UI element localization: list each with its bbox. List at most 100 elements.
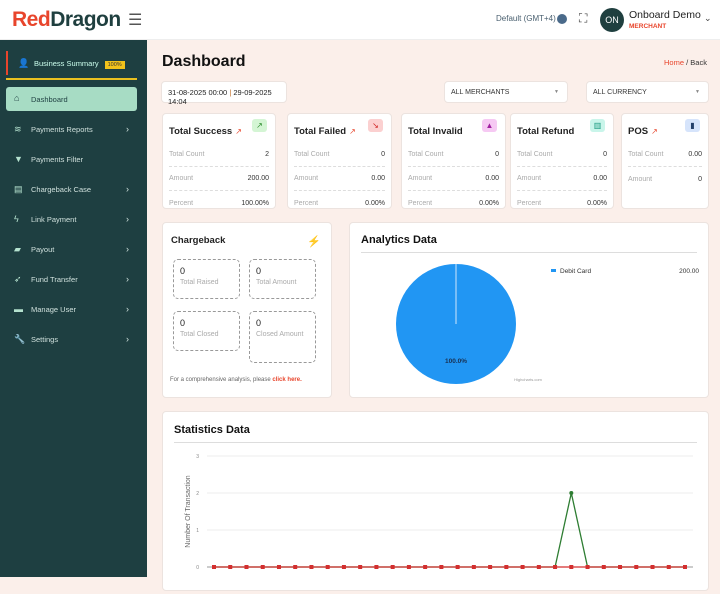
row-value: 0.00 bbox=[593, 175, 607, 182]
sidebar-item-settings[interactable]: 🔧 Settings › bbox=[0, 334, 147, 358]
stat-value: 0 bbox=[180, 266, 186, 276]
sidebar-item-fund-transfer[interactable]: ➶ Fund Transfer › bbox=[0, 274, 147, 298]
data-point[interactable] bbox=[455, 565, 460, 569]
caret-down-icon: ▼ bbox=[695, 89, 700, 95]
sidebar-item-dashboard[interactable]: ⌂ Dashboard bbox=[6, 87, 137, 111]
date-separator: | bbox=[229, 88, 232, 97]
sidebar-item-label: Link Payment bbox=[31, 215, 77, 224]
data-point[interactable] bbox=[569, 491, 574, 495]
row-value: 0.00% bbox=[479, 199, 499, 207]
chevron-right-icon: › bbox=[126, 214, 129, 224]
data-point[interactable] bbox=[650, 565, 655, 569]
data-point[interactable] bbox=[260, 565, 265, 569]
data-point[interactable] bbox=[341, 565, 346, 569]
row-label: Amount bbox=[628, 175, 653, 183]
data-point[interactable] bbox=[618, 565, 623, 569]
row-label: Percent bbox=[408, 199, 433, 207]
sidebar-item-link-payment[interactable]: ϟ Link Payment › bbox=[0, 214, 147, 238]
sidebar-item-label: Settings bbox=[31, 335, 59, 344]
data-point[interactable] bbox=[585, 565, 590, 569]
data-point[interactable] bbox=[244, 565, 249, 569]
sidebar-item-business-summary[interactable]: 👤 Business Summary 100% bbox=[6, 51, 137, 75]
data-point[interactable] bbox=[471, 565, 476, 569]
data-point[interactable] bbox=[406, 565, 411, 569]
row-label: Amount bbox=[517, 175, 542, 182]
date-range-picker[interactable]: 31-08-2025 00:00 | 29-09-2025 14:04 bbox=[161, 81, 287, 106]
chargeback-stat: 0 Closed Amount bbox=[249, 311, 316, 363]
data-point[interactable] bbox=[390, 565, 395, 569]
data-point[interactable] bbox=[601, 565, 606, 569]
data-point[interactable] bbox=[666, 565, 671, 569]
rocket-icon: ➶ bbox=[14, 274, 22, 284]
note-text: For a comprehensive analysis, please bbox=[170, 377, 271, 383]
data-point[interactable] bbox=[423, 565, 428, 569]
chevron-right-icon: › bbox=[126, 184, 129, 194]
click-here-link[interactable]: click here. bbox=[272, 377, 302, 383]
reddragon-logo[interactable]: RedDragon bbox=[12, 8, 121, 31]
data-point[interactable] bbox=[504, 565, 509, 569]
top-header: RedDragon ☰ Default (GMT+4) ⛶ ON Onboard… bbox=[0, 0, 720, 40]
legend-label[interactable]: Debit Card bbox=[560, 268, 591, 275]
data-point[interactable] bbox=[325, 565, 330, 569]
card-row: Percent 0.00% bbox=[408, 191, 499, 215]
data-point[interactable] bbox=[309, 565, 314, 569]
data-point[interactable] bbox=[536, 565, 541, 569]
external-link-icon[interactable]: ↗ bbox=[235, 127, 242, 136]
user-name[interactable]: Onboard Demo bbox=[629, 9, 701, 21]
row-value: 100.00% bbox=[241, 199, 269, 207]
data-point[interactable] bbox=[358, 565, 363, 569]
sidebar-item-label: Payout bbox=[31, 245, 55, 254]
row-label: Total Count bbox=[628, 151, 664, 158]
currency-select[interactable]: ALL CURRENCY ▼ bbox=[586, 81, 709, 103]
progress-bar bbox=[6, 78, 137, 80]
data-point[interactable] bbox=[520, 565, 525, 569]
data-point[interactable] bbox=[276, 565, 281, 569]
data-point[interactable] bbox=[228, 565, 233, 569]
date-to: 29-09-2025 14:04 bbox=[168, 88, 272, 106]
sidebar-item-chargeback-case[interactable]: ▤ Chargeback Case › bbox=[0, 184, 147, 208]
data-point[interactable] bbox=[683, 565, 687, 569]
avatar[interactable]: ON bbox=[600, 8, 624, 32]
chargeback-title: Chargeback bbox=[171, 235, 226, 246]
line-chart: 0 1 2 3 Number Of Transaction bbox=[185, 454, 693, 571]
card-title: Total Invalid bbox=[408, 126, 463, 137]
row-label: Amount bbox=[294, 175, 319, 182]
pie-data-label: 100.0% bbox=[445, 358, 467, 365]
sidebar-item-payout[interactable]: ▰ Payout › bbox=[0, 244, 147, 268]
breadcrumb-home[interactable]: Home bbox=[664, 58, 685, 67]
external-link-icon[interactable]: ↗ bbox=[349, 127, 356, 136]
row-label: Total Count bbox=[517, 151, 553, 158]
menu-toggle-icon[interactable]: ☰ bbox=[128, 12, 143, 29]
bolt-icon: ϟ bbox=[14, 214, 19, 224]
caret-down-icon: ▼ bbox=[554, 89, 559, 95]
external-link-icon[interactable]: ↗ bbox=[651, 127, 658, 136]
fullscreen-icon[interactable]: ⛶ bbox=[579, 11, 588, 25]
row-label: Total Count bbox=[169, 151, 205, 158]
chevron-right-icon: › bbox=[126, 274, 129, 284]
row-value: 0 bbox=[603, 151, 607, 158]
data-point[interactable] bbox=[439, 565, 444, 569]
chevron-right-icon: › bbox=[126, 124, 129, 134]
data-point[interactable] bbox=[553, 565, 558, 569]
date-from: 31-08-2025 00:00 bbox=[168, 88, 228, 97]
chevron-down-icon[interactable]: ⌄ bbox=[704, 13, 712, 23]
sidebar-item-payments-reports[interactable]: ≋ Payments Reports › bbox=[0, 124, 147, 148]
row-label: Percent bbox=[169, 199, 194, 207]
data-point[interactable] bbox=[374, 565, 379, 569]
breadcrumb-back[interactable]: / Back bbox=[686, 58, 707, 67]
merchant-select[interactable]: ALL MERCHANTS ▼ bbox=[444, 81, 568, 103]
stat-value: 0 bbox=[256, 266, 262, 276]
timezone-selector[interactable]: Default (GMT+4) bbox=[496, 14, 567, 24]
layers-icon: ≋ bbox=[14, 124, 22, 134]
data-point[interactable] bbox=[488, 565, 493, 569]
card-row: Percent 0.00% bbox=[517, 191, 607, 215]
sidebar-item-manage-user[interactable]: ▬ Manage User › bbox=[0, 304, 147, 328]
data-point[interactable] bbox=[569, 565, 574, 569]
y-tick-label: 2 bbox=[196, 491, 199, 497]
card-row: Percent 100.00% bbox=[169, 191, 269, 215]
data-point[interactable] bbox=[293, 565, 298, 569]
data-point[interactable] bbox=[212, 565, 216, 569]
card-title: Total Refund bbox=[517, 126, 575, 137]
sidebar-item-payments-filter[interactable]: ▼ Payments Filter bbox=[0, 154, 147, 178]
data-point[interactable] bbox=[634, 565, 639, 569]
